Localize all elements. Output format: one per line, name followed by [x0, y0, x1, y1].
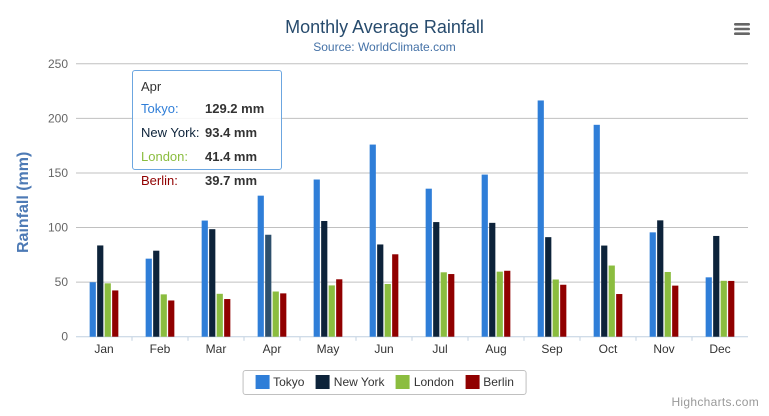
svg-text:May: May: [317, 342, 340, 356]
svg-text:250: 250: [48, 57, 68, 71]
svg-text:Aug: Aug: [485, 342, 506, 356]
svg-text:Jun: Jun: [374, 342, 393, 356]
svg-text:200: 200: [48, 111, 68, 125]
svg-text:100: 100: [48, 221, 68, 235]
svg-text:Mar: Mar: [206, 342, 227, 356]
svg-text:Nov: Nov: [653, 342, 674, 356]
svg-text:Dec: Dec: [709, 342, 730, 356]
svg-text:Oct: Oct: [599, 342, 618, 356]
svg-text:Feb: Feb: [150, 342, 171, 356]
svg-text:Apr: Apr: [263, 342, 282, 356]
svg-text:0: 0: [61, 330, 68, 344]
svg-text:Sep: Sep: [541, 342, 563, 356]
svg-text:Jan: Jan: [94, 342, 113, 356]
svg-text:150: 150: [48, 166, 68, 180]
svg-text:50: 50: [55, 275, 69, 289]
svg-text:Jul: Jul: [432, 342, 447, 356]
